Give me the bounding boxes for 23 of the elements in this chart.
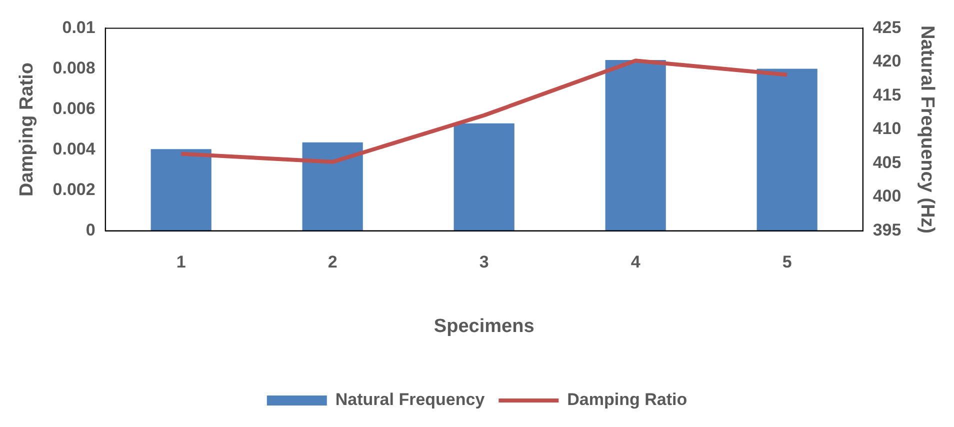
y-tick-label: 0.006 [52,98,96,118]
y2-tick-label: 395 [872,220,902,240]
y2-tick-label: 425 [872,18,902,37]
y-axis-title: Damping Ratio [16,62,38,197]
x-tick-label: 2 [328,252,338,272]
y-tick-label: 0.008 [52,58,96,78]
y-tick-label: 0 [86,220,96,240]
x-tick-label: 3 [479,252,489,272]
legend-label: Natural Frequency [335,390,486,410]
x-tick-label: 4 [630,252,641,272]
x-tick-label: 5 [782,252,792,272]
y-tick-label: 0.004 [52,139,96,158]
legend-label: Damping Ratio [567,390,688,410]
y-tick-label: 0.002 [52,180,96,199]
y2-tick-label: 420 [872,52,902,71]
x-axis-title: Specimens [434,316,534,337]
y2-tick-label: 410 [872,119,902,138]
y2-tick-label: 400 [872,186,902,206]
y-tick-label: 0.01 [62,18,96,37]
x-tick-label: 1 [176,252,186,272]
y2-axis-title: Natural Frequency (Hz) [916,26,938,234]
y2-tick-label: 415 [872,85,902,104]
y2-tick-label: 405 [872,152,902,172]
